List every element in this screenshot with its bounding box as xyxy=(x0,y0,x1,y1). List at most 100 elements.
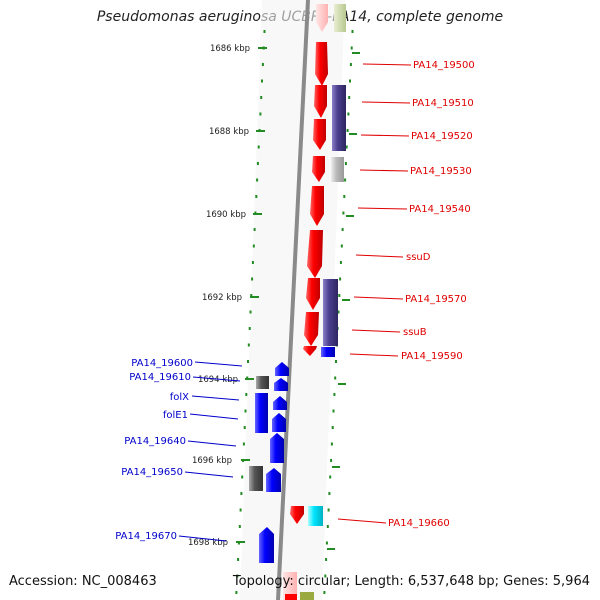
leader-line xyxy=(355,254,404,258)
guide-dot xyxy=(235,591,238,594)
guide-dot xyxy=(247,360,249,363)
leader-line xyxy=(189,413,239,420)
gene-label: PA14_19640 xyxy=(124,436,186,447)
guide-dot xyxy=(327,508,330,512)
guide-dot xyxy=(251,277,254,281)
guide-dot xyxy=(237,558,240,561)
scale-label: 1694 kbp xyxy=(198,375,238,385)
guide-dot xyxy=(325,558,328,561)
guide-dot xyxy=(325,541,328,545)
scale-label: 1690 kbp xyxy=(206,210,246,220)
scale-label: 1692 kbp xyxy=(202,293,242,303)
guide-dot xyxy=(236,574,239,578)
guide-dot xyxy=(241,475,244,479)
guide-dot xyxy=(252,244,255,248)
guide-dot xyxy=(338,294,341,297)
leader-line xyxy=(194,361,243,367)
leader-line xyxy=(178,535,227,542)
guide-dot xyxy=(350,46,353,50)
gene-PA14_19640 xyxy=(270,433,284,463)
gene-PA14_19530 xyxy=(312,156,325,182)
guide-dot xyxy=(238,525,241,528)
guide-dot xyxy=(329,475,332,479)
gene-label: folE1 xyxy=(163,410,188,421)
guide-dot xyxy=(263,30,266,33)
accession-text: Accession: NC_008463 xyxy=(9,574,157,589)
cds-block xyxy=(323,279,338,346)
gene-PA14_19520 xyxy=(313,119,326,150)
guide-dot xyxy=(349,63,352,66)
guide-dot xyxy=(328,492,331,495)
guide-dot xyxy=(256,162,259,165)
guide-dot xyxy=(347,112,350,116)
left-gene-labels: PA14_19600 PA14_19610 folX folE1 PA14_19… xyxy=(115,358,193,542)
guide-dot xyxy=(349,79,351,83)
guide-dot xyxy=(242,442,245,446)
leader-line xyxy=(353,296,404,300)
gene-label: PA14_19650 xyxy=(121,467,183,478)
gene-block-olive xyxy=(300,592,314,600)
guide-dot xyxy=(330,459,333,462)
leader-line xyxy=(337,518,387,524)
gene-PA14_19510 xyxy=(314,85,327,118)
right-gene-labels: PA14_19500 PA14_19510 PA14_19520 PA14_19… xyxy=(388,60,475,529)
gene-block-faded xyxy=(334,4,346,32)
guide-dot xyxy=(342,211,345,215)
gene-label: ssuB xyxy=(403,327,427,338)
guide-dot xyxy=(243,426,246,429)
guide-dot xyxy=(346,129,349,132)
left-guide-dots xyxy=(235,30,266,594)
guide-dot xyxy=(331,426,334,429)
guide-dot xyxy=(340,244,343,248)
cds-block-blue xyxy=(321,347,335,357)
guide-dot xyxy=(330,442,333,446)
guide-dot xyxy=(261,63,264,66)
genome-summary-text: Topology: circular; Length: 6,537,648 bp… xyxy=(232,574,590,589)
guide-dot xyxy=(260,96,263,99)
gene-PA14_19650 xyxy=(266,468,281,492)
gene-folX xyxy=(273,396,287,410)
cds-block-gray xyxy=(331,157,344,182)
guide-dot xyxy=(256,178,259,182)
guide-dot xyxy=(239,508,242,512)
gene-label: PA14_19540 xyxy=(409,204,471,215)
guide-dot xyxy=(339,277,342,281)
leader-line xyxy=(360,134,410,137)
leader-line xyxy=(349,353,399,357)
gene-label: PA14_19660 xyxy=(388,518,450,529)
gene-block-red xyxy=(285,594,297,600)
guide-dot xyxy=(326,525,329,528)
guide-dot xyxy=(348,96,351,99)
gene-arrow-faded xyxy=(316,4,328,32)
guide-dot xyxy=(351,30,354,33)
scale-label: 1696 kbp xyxy=(192,456,232,466)
scale-label: 1686 kbp xyxy=(210,44,250,54)
gene-PA14_19610 xyxy=(274,378,288,391)
guide-dot xyxy=(245,393,248,396)
gene-label: ssuD xyxy=(406,252,431,263)
blue-genes xyxy=(249,362,289,563)
guide-dot xyxy=(253,228,256,231)
cds-blocks xyxy=(308,85,346,526)
guide-dot xyxy=(257,145,260,149)
left-leaders xyxy=(178,361,243,542)
gene-PA14_19500 xyxy=(315,42,328,86)
scale-label: 1698 kbp xyxy=(188,538,228,548)
red-genes xyxy=(290,42,328,524)
guide-dot xyxy=(332,409,335,413)
right-guide-dots xyxy=(323,30,354,594)
guide-dot xyxy=(333,393,336,396)
leader-line xyxy=(357,207,408,210)
guide-dot xyxy=(240,492,243,495)
guide-dot xyxy=(344,162,347,165)
gene-PA14_19540 xyxy=(310,186,324,226)
guide-dot xyxy=(335,360,337,363)
cds-block-gray-left xyxy=(249,466,263,491)
scale-ticks: 1686 kbp 1688 kbp 1690 kbp 1692 kbp 1694… xyxy=(188,44,360,550)
guide-dot xyxy=(255,195,258,198)
gene-ssuD xyxy=(307,230,323,278)
gene-label: PA14_19510 xyxy=(412,98,474,109)
guide-dot xyxy=(323,591,326,594)
cds-block-blue-left xyxy=(255,393,268,433)
